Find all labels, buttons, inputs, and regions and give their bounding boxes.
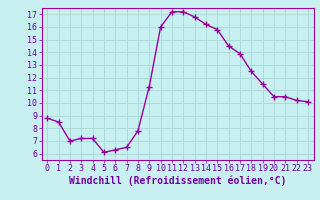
X-axis label: Windchill (Refroidissement éolien,°C): Windchill (Refroidissement éolien,°C): [69, 176, 286, 186]
